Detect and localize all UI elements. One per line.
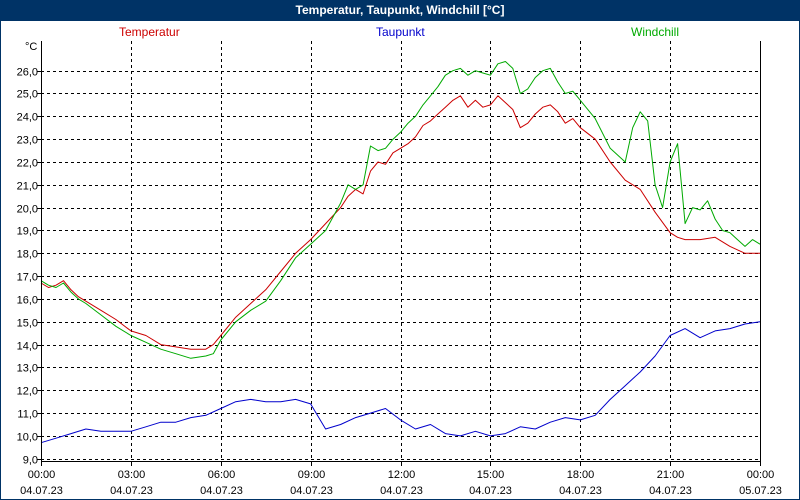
line-chart: 9,0 10,0 11,0 12,0 13,0 14,0 15,0 16,0 17,0 18,0 1… — [17, 41, 782, 497]
y-axis-unit: °C — [25, 41, 37, 53]
y-tick-label: 23,0 — [17, 135, 38, 147]
x-tick-date: 04.07.23 — [20, 485, 63, 497]
y-tick-label: 13,0 — [17, 363, 38, 375]
series-line-taupunkt — [40, 321, 761, 444]
x-tick-time: 00:00 — [747, 469, 775, 481]
x-tick-time: 15:00 — [477, 469, 505, 481]
y-tick-label: 18,0 — [17, 249, 38, 261]
x-tick-date: 04.07.23 — [380, 485, 423, 497]
x-tick-date: 04.07.23 — [469, 485, 512, 497]
window-title: Temperatur, Taupunkt, Windchill [°C] — [295, 3, 505, 17]
x-tick-time: 03:00 — [118, 469, 146, 481]
x-tick-time: 12:00 — [388, 469, 416, 481]
y-tick-label: 16,0 — [17, 295, 38, 307]
x-tick-date: 04.07.23 — [110, 485, 153, 497]
series-line-temperatur — [40, 95, 760, 350]
x-tick-time: 18:00 — [567, 469, 595, 481]
chart-axes: 9,0 10,0 11,0 12,0 13,0 14,0 15,0 16,0 17,0 18,0 1… — [17, 41, 782, 497]
y-tick-label: 24,0 — [17, 112, 38, 124]
x-tick-time: 21:00 — [657, 469, 685, 481]
y-tick-label: 9,0 — [23, 455, 38, 467]
y-tick-label: 25,0 — [17, 89, 38, 101]
x-tick-date: 04.07.23 — [559, 485, 602, 497]
chart-panel: Temperatur Taupunkt Windchill 9,0 10,0 11,… — [1, 21, 799, 499]
y-tick-label: 10,0 — [17, 432, 38, 444]
x-tick-date: 05.07.23 — [739, 485, 782, 497]
x-tick-date: 04.07.23 — [200, 485, 243, 497]
chart-series — [40, 61, 761, 444]
y-tick-label: 15,0 — [17, 318, 38, 330]
series-line-windchill — [40, 61, 761, 359]
x-tick-date: 04.07.23 — [290, 485, 333, 497]
x-tick-time: 06:00 — [208, 469, 236, 481]
y-tick-label: 26,0 — [17, 67, 38, 79]
y-tick-label: 17,0 — [17, 272, 38, 284]
legend-temperatur: Temperatur — [119, 25, 180, 39]
y-tick-label: 12,0 — [17, 386, 38, 398]
y-tick-label: 14,0 — [17, 341, 38, 353]
y-tick-label: 11,0 — [17, 409, 38, 421]
y-tick-label: 19,0 — [17, 226, 38, 238]
legend-taupunkt: Taupunkt — [376, 25, 425, 39]
y-tick-label: 22,0 — [17, 158, 38, 170]
y-tick-label: 21,0 — [17, 181, 38, 193]
x-tick-time: 00:00 — [28, 469, 56, 481]
chart-grid — [41, 41, 760, 461]
x-tick-date: 04.07.23 — [649, 485, 692, 497]
x-tick-time: 09:00 — [298, 469, 326, 481]
legend-windchill: Windchill — [631, 25, 680, 39]
y-tick-label: 20,0 — [17, 204, 38, 216]
